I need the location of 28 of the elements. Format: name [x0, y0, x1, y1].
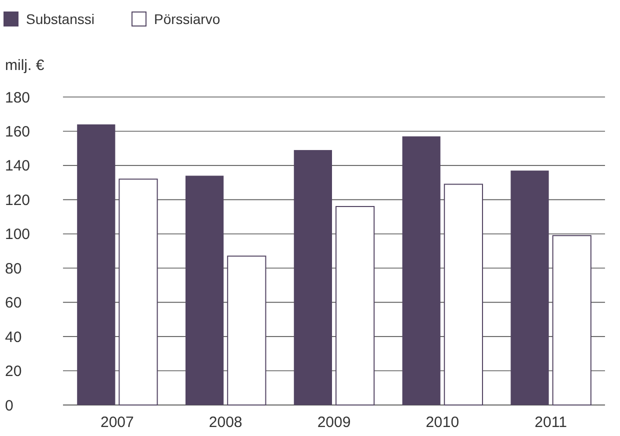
bar [227, 256, 266, 406]
y-tick-label: 140 [5, 158, 30, 175]
x-tick-label: 2007 [100, 414, 134, 431]
y-tick-label: 160 [5, 123, 30, 140]
y-tick-label: 60 [5, 294, 22, 312]
y-tick-label: 180 [5, 89, 30, 106]
x-tick-label: 2010 [426, 414, 460, 431]
legend-label: Pörssiarvo [154, 10, 220, 27]
bar [444, 184, 484, 406]
bar [510, 170, 549, 405]
y-tick-label: 80 [5, 260, 22, 278]
x-tick-label: 2008 [208, 414, 242, 431]
bar [77, 124, 116, 405]
bar [185, 176, 224, 405]
y-tick-label: 120 [5, 192, 30, 209]
y-tick-label: 40 [5, 328, 22, 346]
bar [402, 136, 440, 405]
bar [336, 206, 375, 406]
x-tick-label: 2009 [317, 414, 351, 431]
y-tick-label: 100 [5, 226, 30, 244]
y-axis-title: milj. € [5, 57, 45, 74]
bar [552, 235, 592, 406]
bar [118, 178, 158, 406]
x-tick-label: 2011 [534, 414, 567, 431]
bar [294, 150, 332, 405]
legend-label: Substanssi [26, 10, 94, 27]
y-tick-label: 0 [5, 397, 14, 414]
y-tick-label: 20 [5, 363, 22, 380]
